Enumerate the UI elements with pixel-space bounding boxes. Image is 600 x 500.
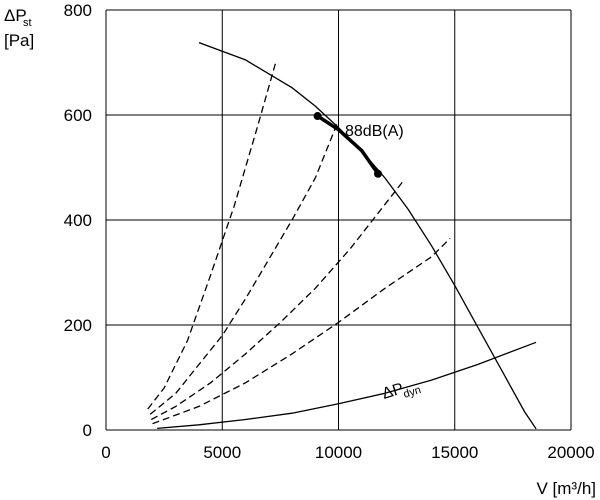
y-tick-label-4: 800	[64, 1, 92, 20]
dynamic-curve-label: ΔP dyn	[380, 380, 422, 403]
x-tick-label-0: 0	[101, 443, 110, 462]
y-axis-label-unit: [Pa]	[4, 31, 34, 50]
system-curve-4	[152, 237, 451, 425]
x-tick-label-4: 20000	[547, 443, 594, 462]
y-tick-label-3: 600	[64, 106, 92, 125]
system-curve-2	[149, 120, 340, 415]
dynamic-curve-line	[157, 341, 537, 430]
svg-text:ΔP: ΔP	[380, 380, 405, 403]
y-tick-label-1: 200	[64, 316, 92, 335]
y-axis-label-subscript: st	[23, 17, 32, 29]
x-tick-label-3: 15000	[431, 443, 478, 462]
operating-range	[313, 112, 383, 178]
y-axis-label-symbol: ΔP	[4, 6, 27, 25]
system-curves	[147, 62, 451, 425]
operating-label: 88dB(A)	[345, 123, 404, 140]
x-axis-label: V [m³/h]	[536, 479, 596, 498]
fan-curve	[198, 41, 537, 430]
dynamic-pressure-curve	[157, 341, 537, 430]
y-tick-label-2: 400	[64, 211, 92, 230]
operating-point-1	[313, 112, 322, 121]
y-tick-label-0: 0	[83, 421, 92, 440]
operating-point-2	[374, 169, 383, 178]
svg-text:dyn: dyn	[402, 384, 422, 401]
grid-lines	[105, 9, 572, 431]
x-tick-label-1: 5000	[203, 443, 241, 462]
operating-segment-line	[316, 114, 380, 175]
system-curve-1	[147, 62, 277, 410]
tick-labels: 0 5000 10000 15000 20000 0 200 400 600 800	[64, 1, 595, 462]
x-tick-label-2: 10000	[315, 443, 362, 462]
system-curve-3	[150, 180, 405, 421]
fan-curve-line	[198, 41, 537, 430]
